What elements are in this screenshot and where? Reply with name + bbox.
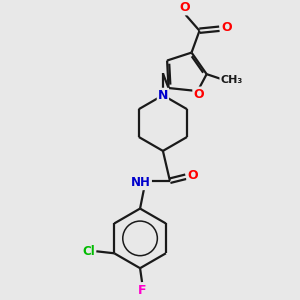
Text: Cl: Cl: [82, 245, 95, 258]
Text: O: O: [179, 2, 190, 14]
Text: O: O: [188, 169, 198, 182]
Text: NH: NH: [131, 176, 151, 189]
Text: O: O: [193, 88, 204, 100]
Text: CH₃: CH₃: [220, 75, 243, 85]
Text: N: N: [158, 89, 168, 102]
Text: F: F: [138, 284, 146, 297]
Text: O: O: [221, 21, 232, 34]
